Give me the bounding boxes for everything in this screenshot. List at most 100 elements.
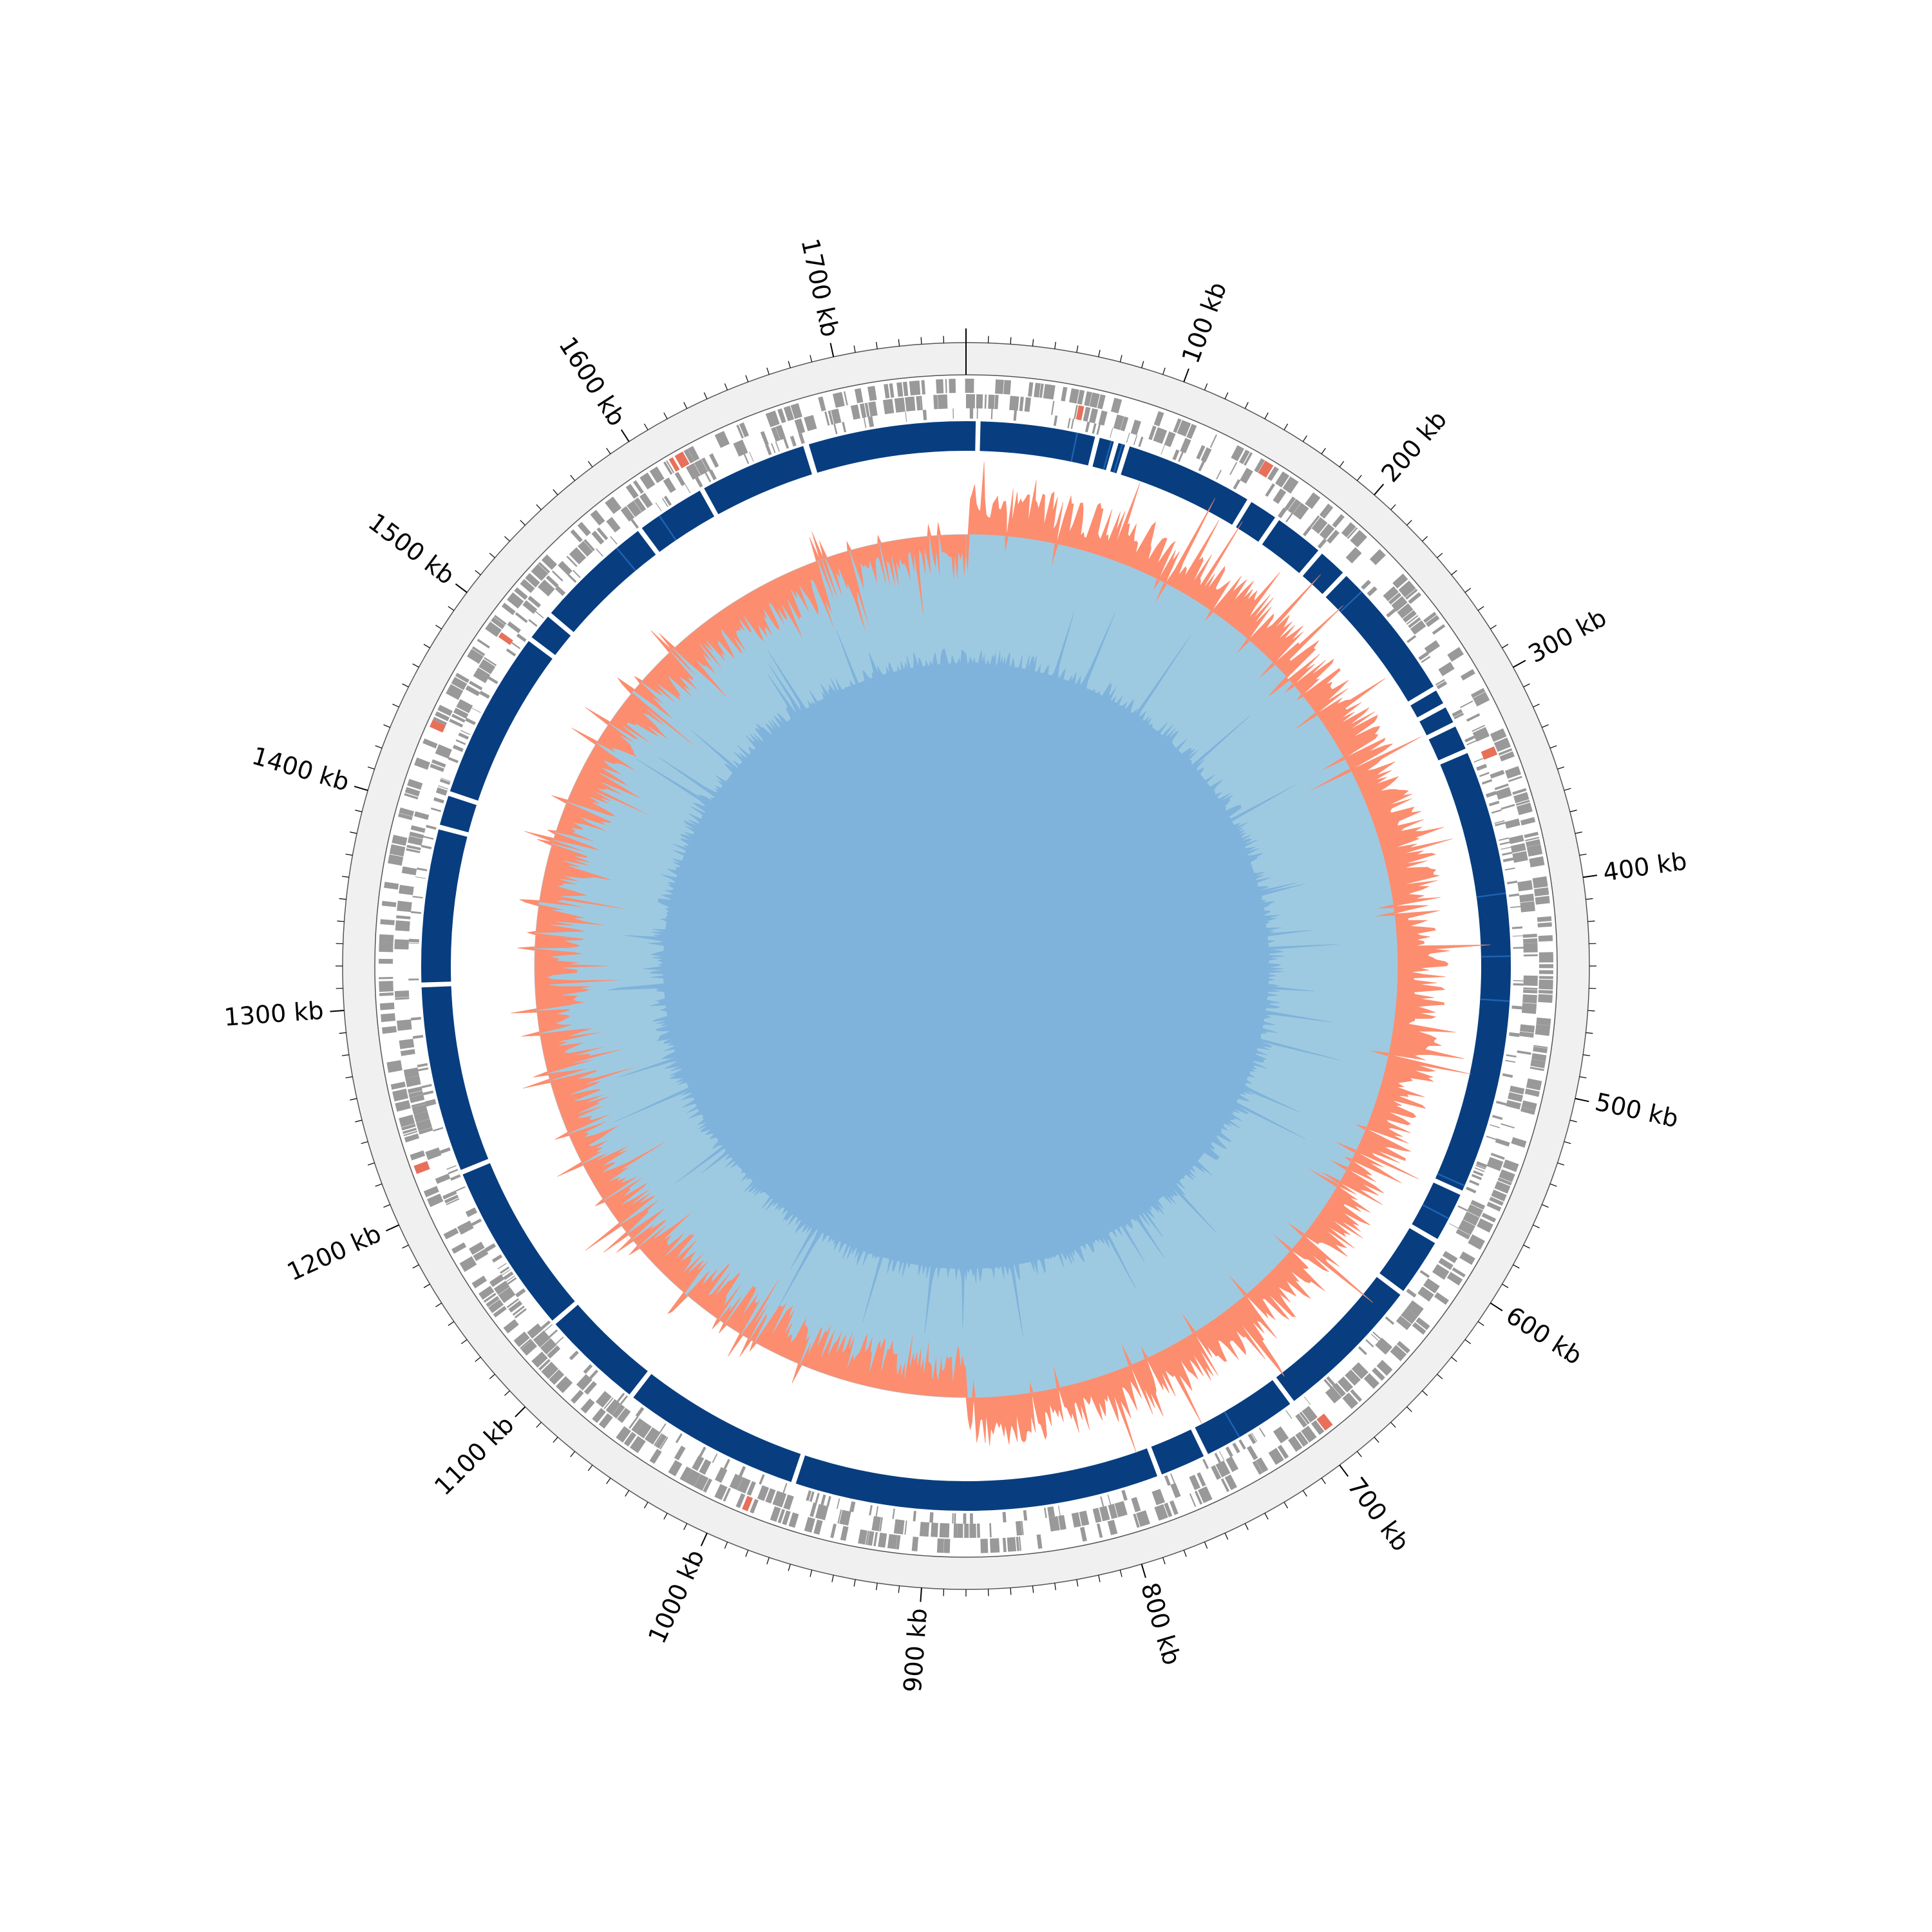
cds-feature <box>949 379 956 393</box>
minor-tick <box>1283 423 1289 430</box>
minor-tick <box>1076 1579 1079 1587</box>
minor-tick <box>475 1356 481 1362</box>
cds-feature <box>723 1488 731 1502</box>
cds-feature <box>395 920 410 932</box>
cds-feature <box>1079 1510 1090 1526</box>
cds-feature <box>1053 415 1058 426</box>
minor-tick <box>1321 1477 1326 1484</box>
cds-feature <box>440 777 451 782</box>
cds-feature <box>1284 496 1296 511</box>
cds-feature <box>1501 851 1513 856</box>
cds-feature <box>1375 1338 1393 1355</box>
cds-feature <box>1303 527 1312 536</box>
cds-feature <box>1491 809 1502 813</box>
cds-feature <box>381 900 397 907</box>
cds-feature <box>1419 1270 1430 1278</box>
cds-feature <box>1401 1308 1418 1325</box>
minor-tick <box>1244 402 1249 409</box>
cds-feature <box>929 1512 934 1523</box>
cds-feature <box>1362 581 1372 590</box>
cds-feature <box>617 1408 631 1423</box>
cds-feature <box>1494 783 1509 790</box>
minor-tick <box>367 766 375 770</box>
cds-feature <box>479 690 490 699</box>
cds-feature <box>1326 529 1340 544</box>
cds-feature <box>450 1174 461 1181</box>
cds-feature <box>1526 844 1543 857</box>
minor-tick <box>1204 1542 1208 1549</box>
minor-tick <box>663 1513 668 1520</box>
cds-feature <box>512 1305 525 1316</box>
cds-feature <box>435 744 452 759</box>
cds-feature <box>1508 1092 1523 1103</box>
cds-feature <box>580 1398 595 1414</box>
rna-feature <box>413 1160 430 1175</box>
cds-feature <box>849 1501 855 1512</box>
cds-feature <box>413 1111 430 1123</box>
cds-feature <box>590 509 605 526</box>
cds-feature <box>1277 1444 1289 1459</box>
cds-feature <box>417 867 428 871</box>
cds-feature <box>1432 1264 1450 1280</box>
cds-feature <box>1539 979 1553 990</box>
cds-feature <box>815 1504 829 1520</box>
minor-tick <box>766 1557 770 1565</box>
cds-feature <box>439 779 451 785</box>
cds-feature <box>491 1254 503 1263</box>
cds-feature <box>606 516 621 533</box>
minor-tick <box>1523 683 1530 688</box>
cds-feature <box>1309 515 1320 528</box>
cds-feature <box>423 835 434 840</box>
cds-feature <box>884 384 890 399</box>
cds-feature <box>1504 766 1521 779</box>
major-tick <box>1575 1097 1589 1103</box>
minor-tick <box>1451 1356 1457 1362</box>
cds-feature <box>1533 1046 1548 1054</box>
cds-feature <box>739 1466 746 1477</box>
minor-tick <box>1523 1244 1530 1249</box>
cds-feature <box>733 439 748 457</box>
cds-feature <box>576 1374 592 1391</box>
cds-feature <box>777 1508 786 1524</box>
cds-feature <box>965 379 974 393</box>
cds-feature <box>1295 1433 1307 1447</box>
cds-feature <box>486 1296 500 1307</box>
cds-feature <box>467 649 484 664</box>
cds-feature <box>1130 419 1141 435</box>
cds-feature <box>990 1538 1000 1553</box>
cds-feature <box>1531 1053 1547 1062</box>
cds-feature <box>649 466 665 484</box>
cds-feature <box>1099 1506 1110 1522</box>
cog-block <box>421 829 468 983</box>
cds-feature <box>1486 1157 1504 1171</box>
minor-tick <box>1533 703 1540 708</box>
minor-tick <box>1032 1586 1034 1593</box>
cds-feature <box>1416 1317 1430 1331</box>
cds-feature <box>1472 726 1490 742</box>
cds-feature <box>1096 1523 1103 1538</box>
cds-feature <box>407 836 423 846</box>
gc-skew-baseline <box>534 534 1398 1398</box>
cds-feature <box>1473 692 1490 707</box>
cds-feature <box>392 835 408 846</box>
cds-feature <box>1524 831 1539 838</box>
cds-feature <box>760 431 769 446</box>
cog-accent <box>1422 1204 1450 1220</box>
cds-feature <box>471 707 481 714</box>
cds-feature <box>1247 1445 1258 1461</box>
cds-feature <box>765 410 780 428</box>
cds-feature <box>1488 800 1500 807</box>
cds-feature <box>1539 976 1553 980</box>
cds-feature <box>424 1099 436 1104</box>
major-tick <box>515 1406 526 1417</box>
minor-tick <box>504 1390 510 1396</box>
cds-feature <box>1438 1258 1454 1270</box>
cds-feature <box>406 844 421 851</box>
cds-feature <box>1061 386 1068 402</box>
cds-feature <box>409 1094 425 1103</box>
minor-tick <box>435 625 442 630</box>
cds-feature <box>629 1435 646 1454</box>
cds-feature <box>708 469 717 480</box>
cds-feature <box>739 422 750 438</box>
cds-feature <box>1523 989 1538 994</box>
